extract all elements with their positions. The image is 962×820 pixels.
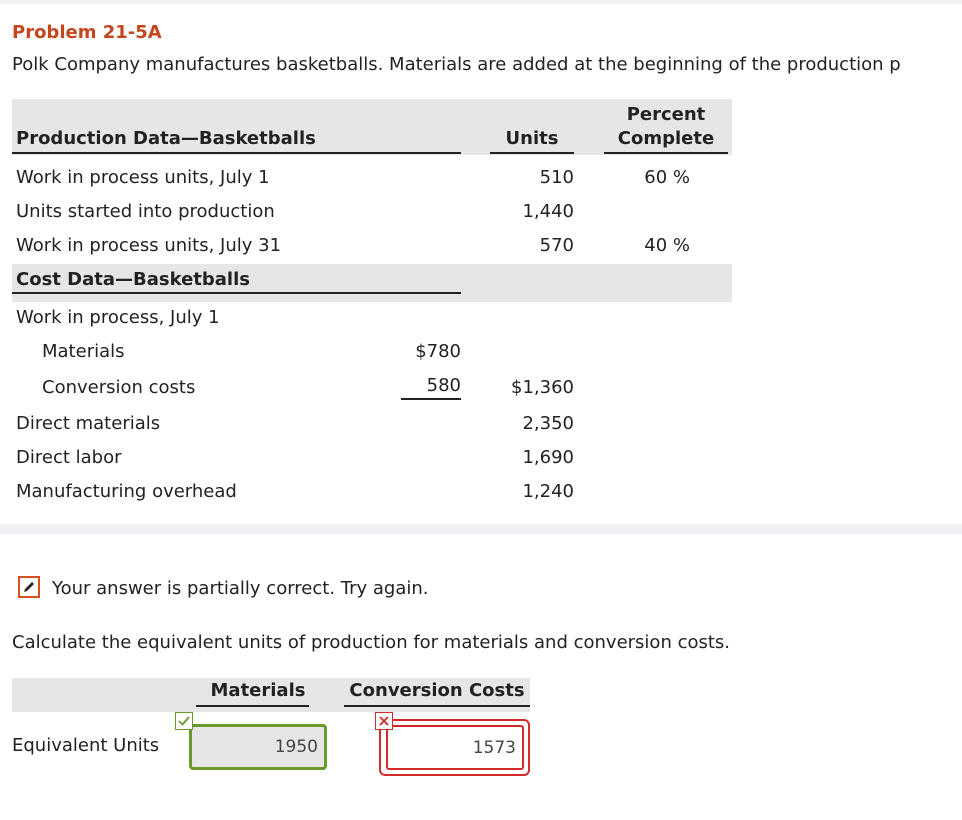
units-underline: [490, 152, 574, 154]
cost-row-label: Direct materials: [16, 413, 161, 434]
wip-total: $1,360: [511, 377, 574, 398]
production-row-units: 1,440: [522, 201, 574, 222]
feedback-message: Your answer is partially correct. Try ag…: [52, 578, 429, 599]
checkmark-icon: [175, 712, 193, 730]
pencil-icon: [18, 576, 40, 598]
complete-header: Complete: [617, 128, 715, 149]
problem-statement: Polk Company manufactures basketballs. M…: [12, 54, 901, 75]
percent-underline: [604, 152, 728, 154]
production-row-percent: 40 %: [644, 235, 690, 256]
cost-data-header: Cost Data—Basketballs: [16, 269, 250, 290]
x-mark-icon: [375, 712, 393, 730]
conversion-label: Conversion costs: [42, 377, 196, 398]
question-text: Calculate the equivalent units of produc…: [12, 632, 731, 653]
production-header-shade: [12, 99, 732, 155]
conversion-header-underline: [344, 705, 530, 707]
equivalent-units-label: Equivalent Units: [12, 735, 160, 756]
cost-row-value: 1,240: [522, 481, 574, 502]
cost-header-underline: [12, 292, 461, 294]
production-row-label: Work in process units, July 1: [16, 167, 270, 188]
section-divider: [0, 524, 962, 534]
units-header: Units: [505, 128, 559, 149]
cost-header-shade: [12, 264, 732, 302]
materials-header: Materials: [210, 680, 306, 701]
conversion-equivalent-units-input[interactable]: [386, 725, 524, 770]
production-row-label: Units started into production: [16, 201, 275, 222]
problem-title: Problem 21-5A: [12, 22, 162, 43]
cost-row-label: Direct labor: [16, 447, 122, 468]
conversion-header: Conversion Costs: [349, 680, 525, 701]
materials-equivalent-units-input[interactable]: [189, 724, 327, 770]
cost-row-value: 2,350: [522, 413, 574, 434]
incorrect-outline: [379, 719, 530, 776]
conversion-value: 580: [426, 375, 461, 396]
materials-label: Materials: [42, 341, 125, 362]
production-row-units: 570: [539, 235, 574, 256]
materials-value: $780: [415, 341, 461, 362]
cost-row-value: 1,690: [522, 447, 574, 468]
production-row-label: Work in process units, July 31: [16, 235, 282, 256]
cost-row-label: Manufacturing overhead: [16, 481, 237, 502]
materials-header-underline: [196, 705, 309, 707]
wip-label: Work in process, July 1: [16, 307, 220, 328]
production-data-header: Production Data—Basketballs: [16, 128, 316, 149]
production-row-units: 510: [539, 167, 574, 188]
subtotal-underline: [401, 398, 461, 400]
top-divider: [0, 0, 962, 4]
percent-header: Percent: [626, 104, 706, 125]
header-underline: [12, 152, 461, 154]
production-row-percent: 60 %: [644, 167, 690, 188]
